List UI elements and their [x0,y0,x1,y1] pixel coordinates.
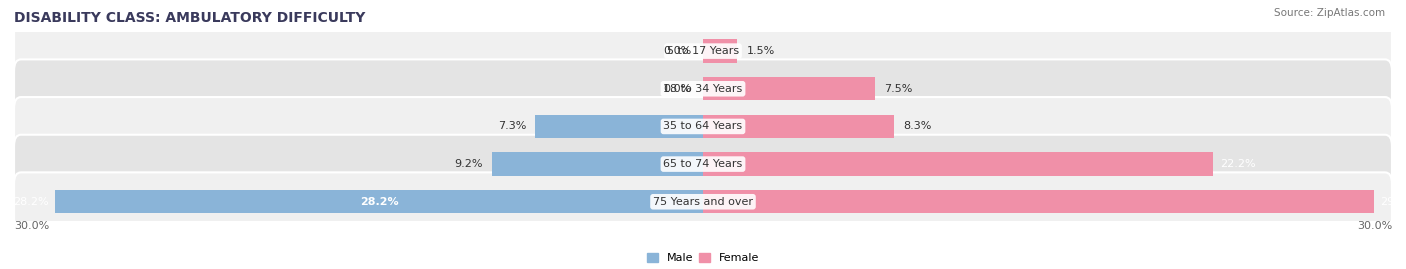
Text: 28.2%: 28.2% [13,197,48,207]
Text: 28.2%: 28.2% [360,197,398,207]
Text: 35 to 64 Years: 35 to 64 Years [664,121,742,132]
FancyBboxPatch shape [14,59,1392,118]
Legend: Male, Female: Male, Female [643,249,763,268]
Bar [703,77,875,100]
Text: 8.3%: 8.3% [903,121,931,132]
Text: Source: ZipAtlas.com: Source: ZipAtlas.com [1274,8,1385,18]
Text: 0.0%: 0.0% [664,84,692,94]
Bar [492,153,703,176]
FancyBboxPatch shape [14,172,1392,231]
Text: 18 to 34 Years: 18 to 34 Years [664,84,742,94]
Text: 5 to 17 Years: 5 to 17 Years [666,46,740,56]
Bar [703,190,1374,213]
Text: 29.2%: 29.2% [1381,197,1406,207]
Bar [703,40,738,63]
Text: 65 to 74 Years: 65 to 74 Years [664,159,742,169]
Bar [55,190,703,213]
Bar [536,115,703,138]
Text: 30.0%: 30.0% [14,221,49,231]
Text: 0.0%: 0.0% [664,46,692,56]
FancyBboxPatch shape [14,97,1392,156]
Text: 7.5%: 7.5% [884,84,912,94]
Text: 22.2%: 22.2% [1219,159,1256,169]
Text: 7.3%: 7.3% [498,121,526,132]
Text: 30.0%: 30.0% [1357,221,1392,231]
Text: 1.5%: 1.5% [747,46,775,56]
Bar [703,115,894,138]
Text: 9.2%: 9.2% [454,159,482,169]
FancyBboxPatch shape [14,135,1392,193]
Text: 75 Years and over: 75 Years and over [652,197,754,207]
Bar [703,153,1213,176]
FancyBboxPatch shape [14,22,1392,80]
Text: DISABILITY CLASS: AMBULATORY DIFFICULTY: DISABILITY CLASS: AMBULATORY DIFFICULTY [14,11,366,25]
